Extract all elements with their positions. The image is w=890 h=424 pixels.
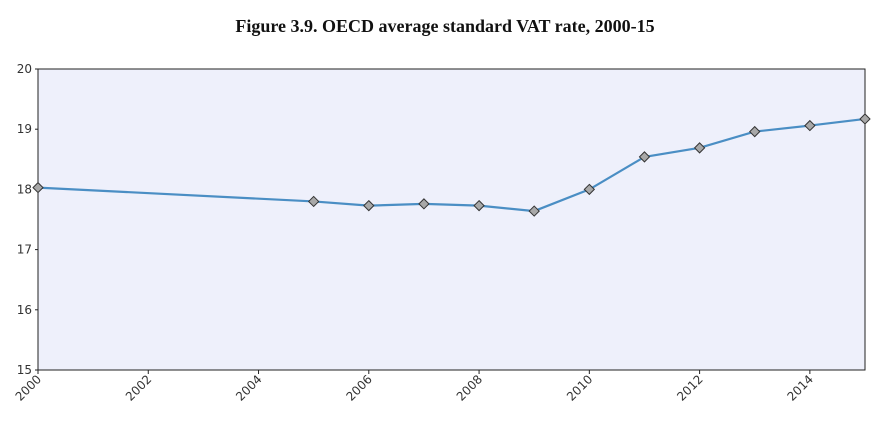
plot-area bbox=[37, 68, 866, 371]
y-tick-label: 15 bbox=[17, 363, 32, 377]
data-point bbox=[749, 125, 761, 138]
y-tick-label: 16 bbox=[17, 303, 32, 317]
x-tick-label: 2012 bbox=[674, 372, 705, 403]
series-line bbox=[37, 117, 866, 213]
x-tick-label: 2002 bbox=[123, 372, 154, 403]
y-tick-label: 18 bbox=[17, 182, 32, 196]
x-tick-label: 2006 bbox=[343, 372, 374, 403]
x-tick-label: 2010 bbox=[564, 372, 595, 403]
y-tick-label: 17 bbox=[17, 243, 32, 257]
data-point bbox=[307, 195, 320, 208]
x-tick-label: 2008 bbox=[454, 372, 485, 403]
y-tick-label: 19 bbox=[17, 122, 32, 136]
data-point bbox=[693, 142, 706, 154]
chart-title: Figure 3.9. OECD average standard VAT ra… bbox=[235, 16, 654, 36]
data-point bbox=[32, 181, 44, 194]
data-point bbox=[418, 198, 430, 210]
data-point bbox=[859, 113, 871, 125]
data-point bbox=[583, 183, 596, 196]
y-tick-label: 20 bbox=[17, 62, 32, 76]
data-point bbox=[804, 119, 816, 132]
data-point bbox=[638, 151, 651, 163]
data-point bbox=[528, 205, 540, 217]
x-tick-label: 2014 bbox=[784, 372, 815, 403]
data-point bbox=[363, 199, 375, 212]
data-point bbox=[473, 199, 485, 212]
x-tick-label: 2004 bbox=[233, 372, 264, 403]
